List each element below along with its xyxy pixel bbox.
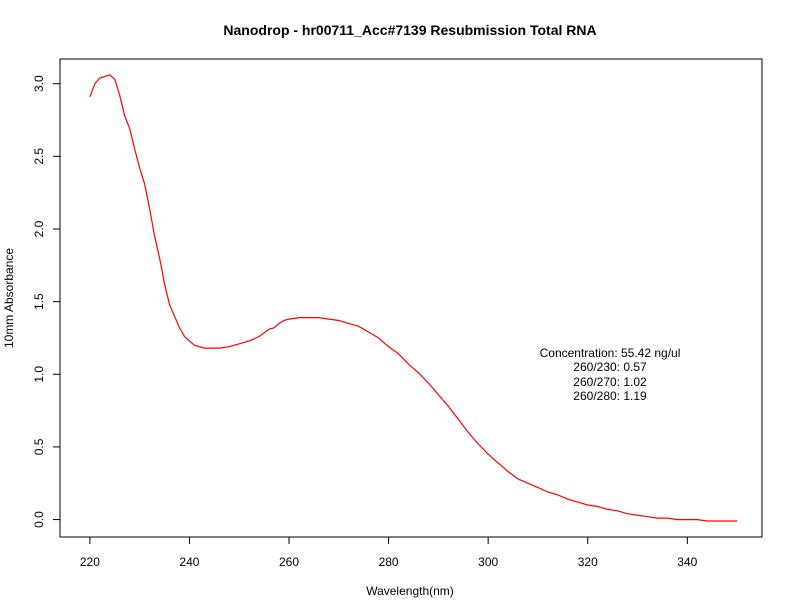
annotation-concentration: Concentration: 55.42 ng/ul: [540, 346, 681, 360]
y-tick-label: 1.5: [32, 293, 46, 310]
annotation-block: Concentration: 55.42 ng/ul 260/230: 0.57…: [540, 346, 681, 403]
y-axis: 0.0 0.5 1.0 1.5 2.0 2.5 3.0: [32, 75, 61, 528]
x-tick-label: 260: [279, 555, 299, 569]
chart-title: Nanodrop - hr00711_Acc#7139 Resubmission…: [223, 22, 596, 38]
absorbance-series-line: [89, 74, 738, 522]
y-axis-label: 10mm Absorbance: [2, 248, 16, 348]
x-tick-label: 300: [478, 555, 498, 569]
x-tick-label: 220: [80, 555, 100, 569]
y-tick-label: 1.0: [32, 366, 46, 383]
y-tick-label: 2.5: [32, 148, 46, 165]
annotation-ratio-260-230: 260/230: 0.57: [573, 360, 647, 374]
y-tick-label: 0.0: [32, 511, 46, 528]
x-tick-label: 240: [179, 555, 199, 569]
x-axis: 220 240 260 280 300 320 340: [80, 536, 698, 569]
x-axis-label: Wavelength(nm): [366, 584, 454, 598]
y-tick-label: 2.0: [32, 220, 46, 237]
annotation-ratio-260-280: 260/280: 1.19: [573, 389, 647, 403]
y-tick-label: 3.0: [32, 75, 46, 92]
x-tick-label: 340: [677, 555, 697, 569]
x-tick-label: 320: [578, 555, 598, 569]
annotation-ratio-260-270: 260/270: 1.02: [573, 375, 647, 389]
y-tick-label: 0.5: [32, 438, 46, 455]
plot-frame: [59, 58, 763, 538]
series-layer: [89, 74, 738, 522]
x-tick-label: 280: [379, 555, 399, 569]
